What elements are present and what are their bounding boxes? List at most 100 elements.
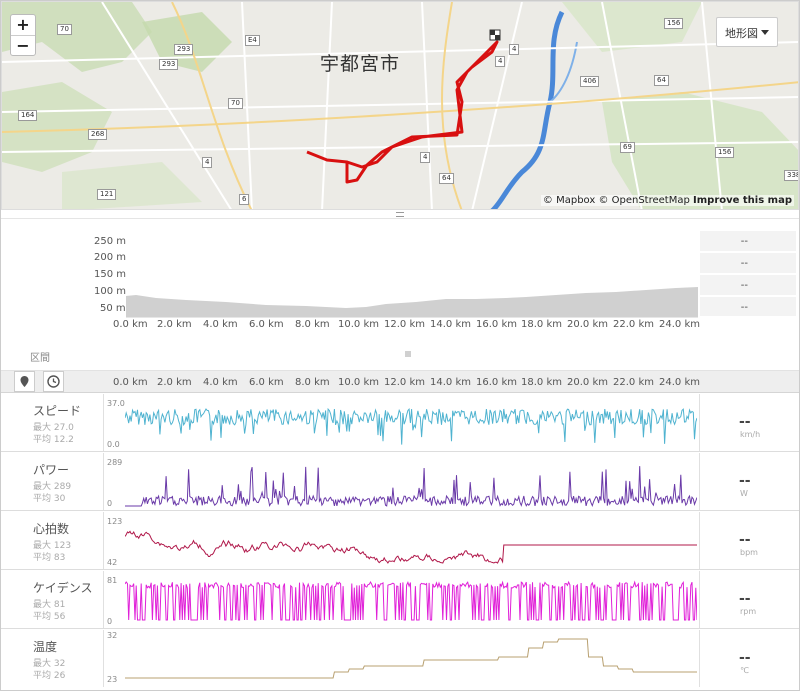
map-city-label: 宇都宮市 (320, 53, 401, 75)
stream-avg: 平均 56 (33, 612, 66, 622)
elev-y-label: 150 m (94, 269, 127, 280)
stream-max: 最大 81 (33, 600, 66, 610)
axis-label: 2.0 km (157, 377, 192, 388)
stream-max: 最大 289 (33, 482, 72, 492)
stream-y-max: 289 (107, 458, 123, 467)
stream-row-temperature[interactable]: 温度 最大 32 平均 26 32 23 -- ℃ (1, 630, 799, 690)
stream-row-power[interactable]: パワー 最大 289 平均 30 289 0 -- W (1, 453, 799, 511)
improve-map-link[interactable]: Improve this map (693, 195, 792, 206)
stream-row-heartrate[interactable]: 心拍数 最大 123 平均 83 123 42 -- bpm (1, 512, 799, 570)
stream-trace (125, 530, 697, 564)
zoom-out-button[interactable]: − (11, 35, 35, 55)
heartrate-graph (125, 530, 697, 564)
road-label: 4 (509, 44, 520, 55)
axis-label: 6.0 km (249, 377, 284, 388)
elev-y-label: 200 m (94, 252, 127, 263)
location-toggle-button[interactable] (14, 371, 35, 392)
road-label: 64 (439, 173, 454, 184)
stream-title: パワー (33, 463, 70, 477)
elev-side-value: -- (700, 253, 796, 274)
stream-trace (125, 407, 697, 445)
drag-handle[interactable] (405, 351, 411, 357)
elev-side-value: -- (700, 275, 796, 296)
elev-x-label: 22.0 km (613, 319, 654, 330)
road-label: 164 (18, 110, 38, 121)
temperature-graph (125, 638, 697, 679)
stream-y-min: 0 (107, 499, 113, 508)
elev-x-label: 14.0 km (430, 319, 471, 330)
elev-x-label: 10.0 km (338, 319, 379, 330)
time-toggle-button[interactable] (43, 371, 64, 392)
stream-max: 最大 123 (33, 541, 72, 551)
power-graph (125, 466, 697, 508)
elev-x-label: 12.0 km (384, 319, 425, 330)
route-map[interactable]: 宇都宮市 70 E4 293 293 4 4 70 164 268 4 121 … (1, 1, 799, 210)
axis-label: 16.0 km (476, 377, 517, 388)
stream-value: -- (739, 532, 751, 548)
stream-y-max: 37.0 (107, 399, 125, 408)
attribution-text[interactable]: © Mapbox © OpenStreetMap (542, 195, 690, 206)
elev-x-label: 6.0 km (249, 319, 284, 330)
stream-row-cadence[interactable]: ケイデンス 最大 81 平均 56 81 0 -- rpm (1, 571, 799, 629)
stream-unit: rpm (740, 607, 757, 616)
road-label: 4 (420, 152, 431, 163)
axis-label: 0.0 km (113, 377, 148, 388)
stream-max: 最大 32 (33, 659, 66, 669)
map-type-dropdown[interactable]: 地形図 (716, 17, 778, 47)
axis-label: 14.0 km (430, 377, 471, 388)
stream-row-speed[interactable]: スピード 最大 27.0 平均 12.2 37.0 0.0 -- km/h (1, 394, 799, 452)
grip-icon (396, 212, 404, 217)
axis-label: 18.0 km (521, 377, 562, 388)
elev-x-label: 18.0 km (521, 319, 562, 330)
road-label: 338 (784, 170, 798, 181)
stream-unit: bpm (740, 548, 758, 557)
stream-avg: 平均 26 (33, 671, 66, 681)
road-label: 268 (88, 129, 108, 140)
stream-value: -- (739, 414, 751, 430)
elevation-profile (126, 287, 698, 318)
axis-label: 8.0 km (295, 377, 330, 388)
stream-trace (125, 580, 697, 621)
elev-y-label: 100 m (94, 286, 127, 297)
elev-x-label: 0.0 km (113, 319, 148, 330)
cadence-graph (125, 580, 697, 621)
elev-side-value: -- (700, 231, 796, 252)
stream-avg: 平均 83 (33, 553, 66, 563)
axis-label: 24.0 km (659, 377, 700, 388)
road-label: 406 (580, 76, 600, 87)
stream-y-min: 0 (107, 617, 113, 626)
road-label: 6 (239, 194, 250, 205)
axis-label: 22.0 km (613, 377, 654, 388)
stream-y-max: 123 (107, 517, 123, 526)
axis-label: 12.0 km (384, 377, 425, 388)
map-resize-handle[interactable] (0, 211, 800, 219)
caret-down-icon (761, 30, 769, 35)
elev-x-label: 8.0 km (295, 319, 330, 330)
map-type-label: 地形図 (725, 27, 758, 40)
map-attribution: © Mapbox © OpenStreetMap Improve this ma… (540, 195, 794, 206)
stream-title: ケイデンス (33, 581, 93, 595)
stream-y-min: 42 (107, 558, 118, 567)
road-label: 293 (159, 59, 179, 70)
zoom-in-button[interactable]: + (16, 15, 30, 34)
stream-avg: 平均 12.2 (33, 435, 74, 445)
road-label: 121 (97, 189, 117, 200)
zoom-control: + − (10, 14, 36, 56)
axis-label: 4.0 km (203, 377, 238, 388)
elevation-chart[interactable]: 250 m 200 m 150 m 100 m 50 m 0.0 km 2.0 … (0, 222, 800, 342)
road-label: 70 (57, 24, 72, 35)
elev-x-label: 20.0 km (567, 319, 608, 330)
stream-unit: km/h (740, 430, 761, 439)
elev-x-label: 16.0 km (476, 319, 517, 330)
elev-x-label: 2.0 km (157, 319, 192, 330)
stream-unit: ℃ (740, 666, 749, 675)
stream-unit: W (740, 489, 748, 498)
section-label: 区間 (30, 353, 50, 364)
map-terrain (2, 2, 798, 209)
stream-title: スピード (33, 404, 82, 418)
road-label: 293 (174, 44, 194, 55)
elev-y-label: 50 m (100, 303, 126, 314)
stream-avg: 平均 30 (33, 494, 66, 504)
stream-value: -- (739, 650, 751, 666)
road-label: 4 (202, 157, 213, 168)
